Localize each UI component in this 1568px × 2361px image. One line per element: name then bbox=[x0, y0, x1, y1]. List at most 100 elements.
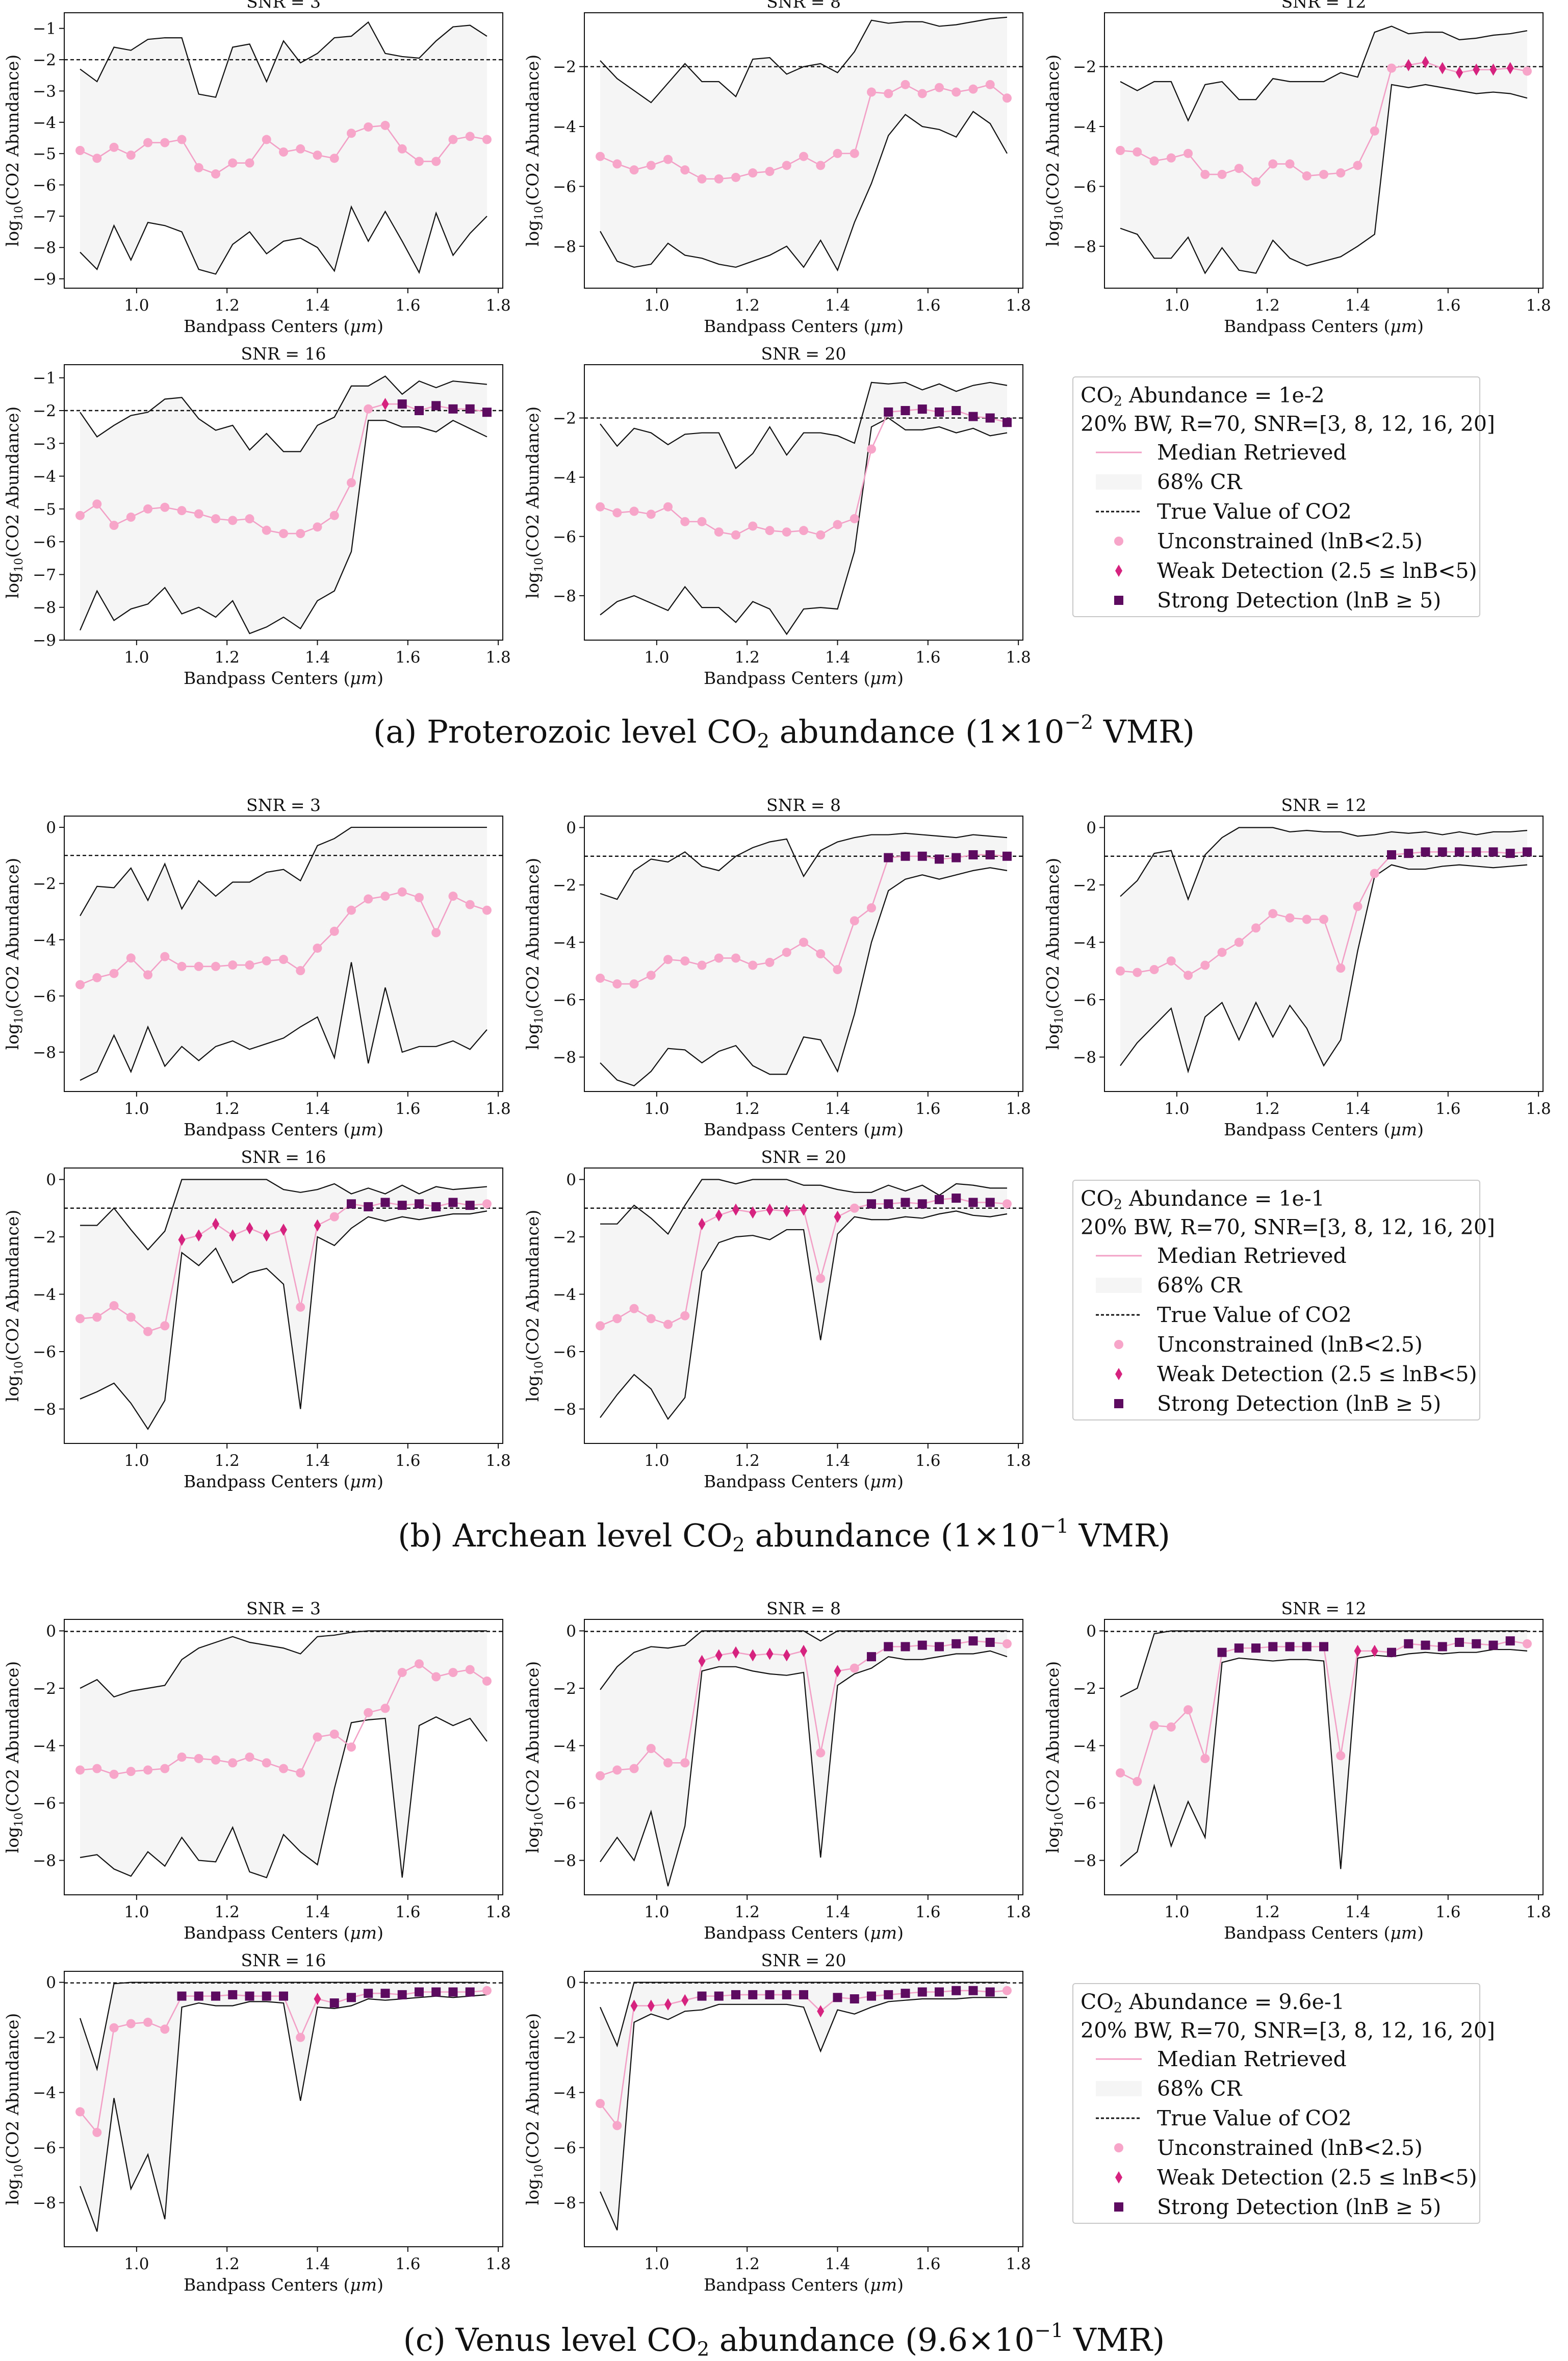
unconstrained-marker bbox=[279, 1764, 288, 1773]
x-tick-label: 1.6 bbox=[1435, 1903, 1460, 1921]
credible-region-band bbox=[600, 1982, 1007, 2230]
unconstrained-marker bbox=[279, 955, 288, 964]
unconstrained-marker bbox=[364, 404, 373, 414]
x-tick-label: 1.0 bbox=[644, 1903, 669, 1921]
unconstrained-marker bbox=[465, 132, 475, 141]
x-tick-label: 1.0 bbox=[644, 2255, 669, 2273]
x-tick-label: 1.0 bbox=[1164, 1100, 1189, 1118]
y-tick-label: 0 bbox=[46, 1171, 56, 1189]
y-tick-label: 0 bbox=[566, 819, 576, 837]
legend-config: 20% BW, R=70, SNR=[3, 8, 12, 16, 20] bbox=[1081, 412, 1495, 436]
unconstrained-marker bbox=[833, 520, 842, 529]
strong-detection-marker bbox=[968, 412, 978, 421]
weak-detection-marker bbox=[766, 1647, 774, 1660]
x-tick-label: 1.0 bbox=[124, 1903, 149, 1921]
plot-frame bbox=[64, 816, 503, 1092]
x-tick-label: 1.2 bbox=[735, 648, 760, 667]
y-tick-label: −6 bbox=[553, 528, 576, 546]
unconstrained-marker bbox=[1200, 1754, 1210, 1763]
unconstrained-marker bbox=[397, 144, 407, 154]
unconstrained-marker bbox=[228, 1758, 238, 1768]
y-axis-label: log10(CO2 Abundance) bbox=[523, 407, 546, 599]
panel-title: SNR = 20 bbox=[761, 1950, 846, 1970]
y-axis-label: log10(CO2 Abundance) bbox=[523, 1210, 546, 1402]
x-tick-label: 1.0 bbox=[124, 1100, 149, 1118]
x-tick-label: 1.4 bbox=[825, 1452, 850, 1470]
unconstrained-marker bbox=[160, 1321, 170, 1331]
strong-detection-marker bbox=[414, 1987, 424, 1997]
unconstrained-marker bbox=[1184, 971, 1193, 980]
y-tick-label: −8 bbox=[553, 587, 576, 605]
credible-region-band bbox=[1120, 26, 1527, 273]
strong-detection-marker bbox=[884, 1199, 893, 1209]
weak-detection-marker bbox=[698, 1655, 706, 1667]
unconstrained-marker bbox=[448, 1668, 458, 1678]
unconstrained-marker bbox=[1166, 153, 1176, 163]
unconstrained-marker bbox=[748, 521, 758, 531]
strong-detection-marker bbox=[465, 404, 475, 414]
strong-detection-marker bbox=[1386, 1647, 1396, 1657]
unconstrained-marker bbox=[431, 1672, 441, 1682]
y-tick-label: −2 bbox=[33, 1228, 56, 1247]
unconstrained-marker bbox=[884, 89, 893, 98]
panel-title: SNR = 3 bbox=[246, 1598, 321, 1618]
y-axis-label: log10(CO2 Abundance) bbox=[523, 55, 546, 247]
x-tick-label: 1.6 bbox=[395, 1100, 420, 1118]
lower-bound-line bbox=[80, 1994, 487, 2232]
strong-detection-marker bbox=[985, 1198, 995, 1207]
weak-detection-marker bbox=[212, 1217, 220, 1230]
unconstrained-marker bbox=[680, 956, 690, 966]
y-tick-label: −8 bbox=[33, 239, 56, 257]
strong-detection-marker bbox=[884, 853, 893, 862]
unconstrained-marker bbox=[177, 135, 187, 144]
x-axis-label: Bandpass Centers (μm) bbox=[704, 316, 904, 336]
unconstrained-marker bbox=[465, 900, 475, 909]
weak-detection-marker bbox=[229, 1229, 237, 1242]
y-tick-label: −6 bbox=[553, 1794, 576, 1813]
y-tick-label: −2 bbox=[553, 1680, 576, 1698]
strong-detection-marker bbox=[262, 1991, 271, 2001]
unconstrained-marker bbox=[765, 167, 775, 176]
strong-detection-marker bbox=[346, 1993, 356, 2002]
x-tick-label: 1.6 bbox=[915, 1903, 940, 1921]
unconstrained-marker bbox=[1149, 1721, 1159, 1731]
unconstrained-marker bbox=[92, 499, 102, 509]
weak-detection-marker bbox=[800, 1644, 807, 1657]
x-tick-label: 1.6 bbox=[915, 648, 940, 667]
weak-detection-marker bbox=[834, 1665, 841, 1678]
y-tick-label: −4 bbox=[33, 931, 56, 949]
unconstrained-marker bbox=[1353, 902, 1363, 911]
unconstrained-marker bbox=[296, 144, 305, 154]
strong-detection-marker bbox=[968, 1636, 978, 1646]
y-tick-label: −6 bbox=[1073, 177, 1096, 196]
unconstrained-marker bbox=[612, 159, 622, 169]
strong-detection-marker bbox=[1437, 1642, 1447, 1652]
y-tick-label: −2 bbox=[553, 2029, 576, 2047]
unconstrained-marker bbox=[346, 129, 356, 138]
strong-detection-marker bbox=[866, 1199, 876, 1209]
strong-detection-marker bbox=[245, 1991, 254, 2001]
unconstrained-marker bbox=[1184, 148, 1193, 158]
upper-bound-line bbox=[600, 382, 1008, 470]
plot-frame bbox=[64, 1971, 503, 2247]
y-tick-label: 0 bbox=[46, 819, 56, 837]
unconstrained-marker bbox=[143, 2017, 153, 2027]
strong-detection-marker bbox=[799, 1990, 808, 1999]
strong-detection-marker bbox=[1268, 1642, 1278, 1652]
unconstrained-marker bbox=[160, 502, 170, 512]
panel-b-snr-8: 1.0 1.2 1.4 1.6 1.8 −8 −6 −4 −2 0 SNR = 8 Bandpass … bbox=[523, 795, 1031, 1139]
strong-detection-marker bbox=[934, 854, 944, 864]
lower-bound-line bbox=[80, 1210, 487, 1430]
y-tick-label: −6 bbox=[553, 1343, 576, 1361]
x-tick-label: 1.8 bbox=[485, 1100, 510, 1118]
unconstrained-marker bbox=[714, 953, 724, 963]
unconstrained-marker bbox=[1200, 169, 1210, 179]
credible-region-band bbox=[600, 833, 1007, 1086]
unconstrained-marker bbox=[596, 1771, 605, 1781]
strong-detection-marker bbox=[901, 1642, 910, 1652]
y-tick-label: −4 bbox=[553, 118, 576, 136]
y-tick-label: −8 bbox=[553, 1049, 576, 1067]
x-tick-label: 1.0 bbox=[644, 1452, 669, 1470]
strong-detection-marker bbox=[1505, 1636, 1515, 1646]
strong-detection-marker bbox=[917, 1640, 927, 1650]
